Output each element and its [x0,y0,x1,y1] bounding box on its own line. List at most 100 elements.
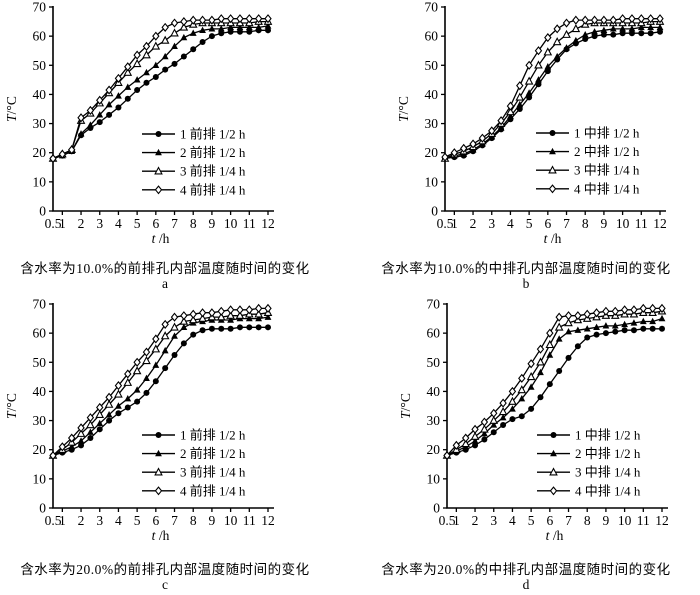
data-point [508,396,517,405]
data-point [647,30,654,37]
data-point [152,378,159,385]
data-point [543,47,553,56]
data-point [528,405,535,412]
x-tick-label: 4 [115,513,122,528]
data-point [612,328,619,335]
y-tick-label: 10 [425,174,439,189]
legend-item-3: 3 中排 1/4 h [537,465,641,480]
legend-item-4: 4 前排 1/4 h [142,483,246,498]
data-point [114,73,123,83]
caption-a: 含水率为10.0%的前排孔内部温度随时间的变化 [20,261,310,276]
data-point [264,14,272,24]
data-point [124,83,132,90]
data-point [581,30,589,38]
x-tick-label: 6 [544,216,551,231]
panel-letter-d: d [522,577,530,592]
data-point [507,112,514,119]
x-tick-label: 5 [526,216,533,231]
data-point [593,331,600,338]
x-tick-label: 12 [261,513,275,528]
data-point [555,335,563,342]
y-tick-label: 50 [33,58,47,73]
data-point [124,62,132,72]
legend: 1 前排 1/2 h 2 前排 1/2 h 3 前排 1/4 h 4 前排 1/4 h [142,127,246,197]
data-point [581,15,589,25]
x-tick-label: 8 [584,513,591,528]
x-tick-label: 6 [546,513,553,528]
data-point [544,33,552,43]
data-point [76,428,86,437]
data-point [180,33,188,41]
data-point [68,443,76,450]
y-tick-label: 0 [433,501,440,516]
x-tick-label: 11 [637,513,650,528]
data-point [198,313,207,322]
data-point [180,16,188,27]
data-point [246,324,253,331]
data-point [180,53,187,60]
legend-item-1: 1 前排 1/2 h [142,428,246,443]
data-point [562,18,571,28]
data-point [628,25,636,32]
data-point [649,317,657,325]
series-4 [49,14,272,164]
data-point [506,101,515,111]
data-point [572,15,580,25]
data-point [619,25,627,32]
data-point [461,433,470,443]
data-point [550,432,557,438]
y-tick-label: 10 [33,471,47,486]
x-tick-label: 0.5 [45,513,62,528]
data-point [134,398,141,405]
data-point [208,308,216,318]
y-axis-title: T/°C [4,96,19,122]
y-axis-title: T/°C [4,393,19,419]
data-point [180,311,188,321]
data-point [600,26,608,34]
data-point [160,331,170,340]
x-tick-label: 11 [243,216,256,231]
data-point [154,467,163,476]
data-point [58,442,67,452]
x-tick-label: 7 [171,216,178,231]
series-2 [441,23,664,162]
data-point [180,323,188,331]
data-point [264,303,272,313]
legend-label: 4 中排 1/4 h [575,483,641,498]
data-point [115,104,122,111]
data-point [518,395,526,402]
data-point [105,100,113,108]
data-point [208,25,216,32]
data-point [549,147,556,155]
data-point [548,184,557,194]
x-tick-label: 11 [635,216,648,231]
data-point [602,330,609,337]
legend-item-4: 4 前排 1/4 h [142,182,246,197]
y-tick-label: 60 [33,29,47,44]
data-point [516,81,524,91]
data-point [115,410,122,417]
x-axis-title: t /h [544,231,562,246]
data-point [525,89,533,96]
panel-letter-c: c [162,577,168,592]
data-point [96,111,104,118]
data-point [500,421,507,428]
data-point [563,44,570,51]
data-point [534,46,543,56]
data-point [469,139,477,149]
data-point [189,309,197,319]
data-point [265,27,271,34]
data-point [549,467,558,476]
data-point [105,411,113,418]
series-2 [443,314,666,459]
data-point [657,28,663,35]
x-tick-label: 3 [488,216,495,231]
data-point [77,113,85,123]
data-point [199,26,206,34]
data-point [86,413,95,423]
y-tick-label: 30 [425,116,439,131]
legend: 1 中排 1/2 h 2 中排 1/2 h 3 中排 1/4 h 4 中排 1/4 h [537,428,641,498]
data-point [208,33,215,40]
